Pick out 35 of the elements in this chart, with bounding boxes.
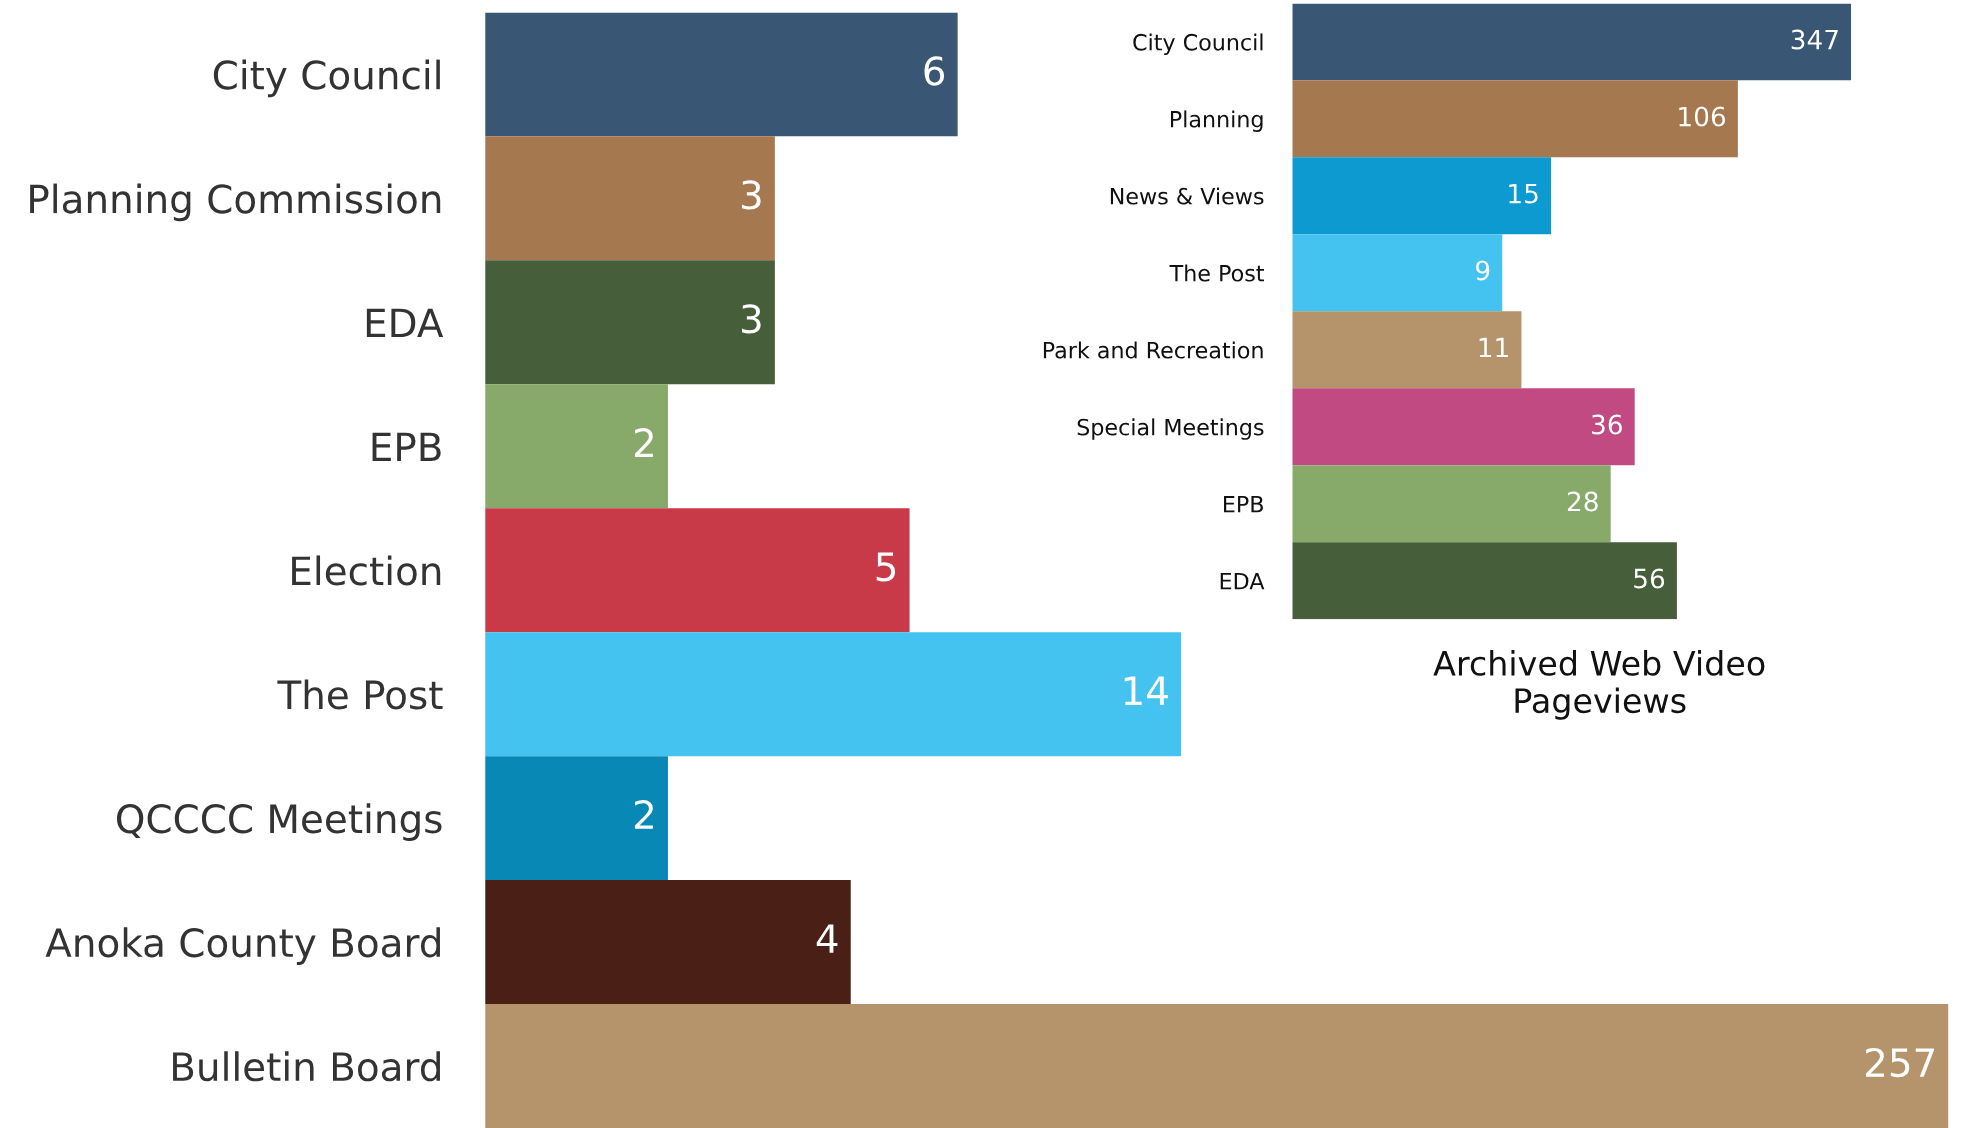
text: Archived Web Video Pageviews xyxy=(1433,650,1765,720)
data-label: 3 xyxy=(741,180,761,210)
data-label: 2 xyxy=(634,428,653,457)
y-tick-label: EPB xyxy=(372,432,441,462)
y-tick-label: QCCCC Meetings xyxy=(117,803,442,841)
y-tick-label: Special Meetings xyxy=(1077,418,1264,440)
data-label: 257 xyxy=(1865,1047,1935,1078)
y-tick-label: City Council xyxy=(1133,33,1263,55)
data-label: 15 xyxy=(1509,183,1538,204)
y-tick-label: EDA xyxy=(366,308,444,338)
y-tick-label: Planning xyxy=(1170,110,1263,132)
y-tick-label: EPB xyxy=(1224,496,1263,513)
y-tick-label: Bulletin Board xyxy=(173,1051,440,1082)
y-tick-label: Planning Commission xyxy=(30,183,441,222)
y-tick-label: Election xyxy=(292,555,441,586)
y-tick-label: City Council xyxy=(213,59,440,98)
data-label: 347 xyxy=(1791,29,1838,50)
data-label: 11 xyxy=(1479,337,1508,358)
y-tick-label: News & Views xyxy=(1110,187,1264,205)
data-label: 4 xyxy=(816,924,838,953)
data-label: 9 xyxy=(1476,260,1490,281)
data-label: 3 xyxy=(741,304,761,334)
data-label: 5 xyxy=(876,552,896,582)
data-label: 6 xyxy=(924,56,945,86)
y-tick-label: The Post xyxy=(277,679,443,710)
y-tick-label: EDA xyxy=(1220,573,1265,590)
data-label: 2 xyxy=(634,799,653,829)
data-label: 14 xyxy=(1124,676,1168,705)
data-label: 56 xyxy=(1634,568,1665,589)
y-tick-label: Anoka County Board xyxy=(45,927,440,965)
data-label: 28 xyxy=(1567,491,1598,512)
data-label: 36 xyxy=(1592,414,1622,435)
y-tick-label: Park and Recreation xyxy=(1043,341,1263,359)
y-tick-label: The Post xyxy=(1169,264,1264,282)
data-label: 106 xyxy=(1679,106,1726,127)
